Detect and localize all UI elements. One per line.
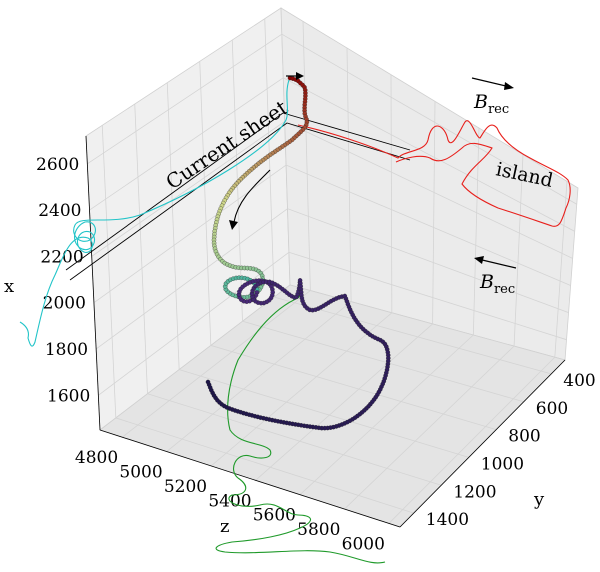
- y-tick-label: 1200: [453, 482, 496, 502]
- brec-bottom-sub: rec: [494, 282, 515, 297]
- trajectory-point: [205, 379, 211, 385]
- x-tick-label: 1600: [47, 386, 90, 406]
- x-axis-line: [85, 135, 101, 431]
- brec-top-sub: rec: [488, 102, 509, 117]
- x-tick-label: 2200: [40, 247, 83, 267]
- brec-top: Brec: [471, 77, 514, 117]
- y-tick-label: 1000: [481, 454, 524, 474]
- brec-bottom-symbol: B: [479, 271, 494, 293]
- y-tick-label: 800: [508, 427, 540, 447]
- y-tick-label: 1400: [426, 510, 469, 530]
- grid-lines: [87, 18, 577, 524]
- y-tick-label: 400: [563, 371, 595, 391]
- z-tick-label: 5000: [119, 463, 162, 483]
- z-tick-label: 5800: [297, 520, 340, 540]
- cyan-projection: [19, 79, 290, 347]
- x-axis-label: x: [4, 276, 14, 297]
- y-tick-label: 600: [536, 399, 568, 419]
- z-tick-label: 6000: [342, 534, 385, 554]
- z-tick-label: 4800: [75, 448, 118, 468]
- trajectory: [205, 75, 391, 431]
- y-axis-label: y: [533, 489, 545, 510]
- brec-bottom: Brec: [474, 256, 517, 297]
- z-tick-label: 5200: [164, 477, 207, 497]
- y-axis-line: [399, 359, 566, 528]
- z-axis-line: [99, 429, 401, 528]
- direction-arrows: [229, 72, 304, 230]
- brec-top-symbol: B: [473, 91, 488, 113]
- x-tick-label: 2400: [38, 201, 81, 221]
- x-tick-label: 1800: [45, 340, 88, 360]
- green-projection: [215, 294, 386, 564]
- svg-text:Brec: Brec: [473, 91, 509, 117]
- svg-text:Brec: Brec: [479, 271, 515, 297]
- x-tick-label: 2600: [36, 155, 79, 175]
- z-axis-label: z: [220, 516, 229, 537]
- island-curve: [297, 120, 571, 227]
- z-tick-label: 5600: [253, 506, 296, 526]
- x-tick-label: 2000: [43, 294, 86, 314]
